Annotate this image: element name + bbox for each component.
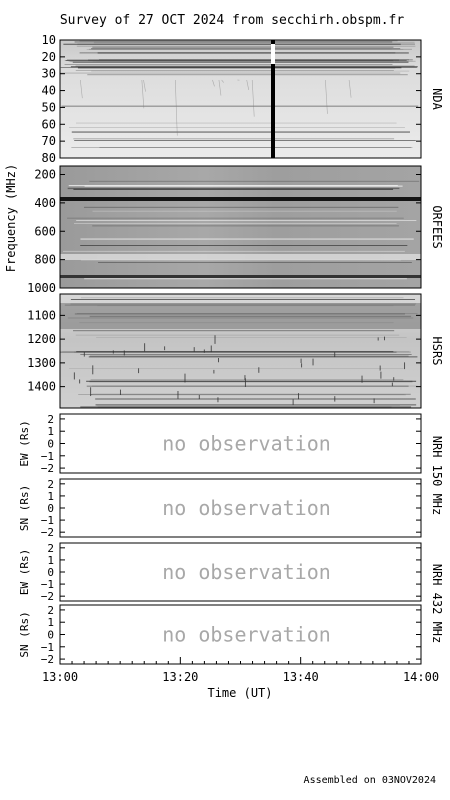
burst-streak	[348, 79, 352, 98]
y-tick-label: 1100	[27, 308, 56, 322]
y-tick-label: 0	[47, 566, 54, 579]
nrh-frequency-label: NRH 150 MHz	[430, 436, 444, 515]
y-tick-label: −2	[41, 526, 54, 539]
y-tick-label: 1200	[27, 332, 56, 346]
y-tick-label: 30	[42, 67, 56, 81]
y-tick-label: −1	[41, 641, 54, 654]
burst-streak	[218, 79, 222, 96]
panel-nda: 10 20 30 40 50 60 70 80 NDA	[42, 33, 444, 165]
panel-background	[60, 166, 421, 288]
x-tick-label: 14:00	[403, 670, 439, 684]
y-tick-label: −2	[41, 462, 54, 475]
panel-hsrs: 1100 1200 1300 1400 HSRS	[27, 293, 444, 409]
y-tick-label: 2	[47, 413, 54, 426]
burst-streak	[212, 79, 215, 87]
panel-frame	[59, 413, 422, 474]
y-tick-label: 800	[34, 253, 56, 267]
nrh-frequency-label: NRH 432 MHz	[430, 564, 444, 643]
y-tick-label: 20	[42, 50, 56, 64]
y-tick-label: 50	[42, 100, 56, 114]
no-observation-message: no observation	[162, 496, 331, 520]
y-tick-label: 1400	[27, 380, 56, 394]
y-tick-label: 40	[42, 84, 56, 98]
burst-streak	[246, 79, 250, 90]
y-tick-label: 200	[34, 168, 56, 182]
nrh-panel: no observation 210−1−2 EW (Rs)	[18, 413, 422, 475]
nrh-panel: no observation 210−1−2 EW (Rs)	[18, 542, 422, 603]
burst-streak	[251, 79, 255, 117]
panel-frame	[59, 478, 422, 538]
panel-frame	[59, 604, 422, 665]
y-axis-label: SN (Rs)	[18, 611, 31, 657]
y-tick-label: 1	[47, 425, 54, 438]
noisy-band	[60, 303, 421, 329]
burst-streak	[143, 79, 146, 92]
instrument-label: HSRS	[430, 337, 444, 366]
y-tick-label: 0	[47, 502, 54, 515]
y-tick-label: −1	[41, 514, 54, 527]
y-tick-label: −1	[41, 450, 54, 463]
burst-streak	[141, 79, 145, 109]
nrh-panel: no observation 210−1−2 SN (Rs)	[18, 478, 422, 539]
y-tick-label: 2	[47, 604, 54, 617]
y-axis-label: EW (Rs)	[18, 549, 31, 595]
panel-frame	[59, 39, 422, 159]
assembled-footer: Assembled on 03NOV2024	[304, 775, 436, 786]
burst-gap	[271, 44, 275, 64]
x-tick-label: 13:40	[283, 670, 319, 684]
panel-frame	[59, 542, 422, 602]
light-band	[60, 254, 421, 260]
dark-band	[60, 197, 421, 201]
y-tick-label: 2	[47, 542, 54, 555]
radio-burst-line	[271, 40, 275, 158]
no-observation-message: no observation	[162, 623, 331, 647]
panel-orfees: 200 400 600 800 1000 ORFEES	[27, 165, 444, 295]
no-observation-message: no observation	[162, 560, 331, 584]
frequency-axis-label: Frequency (MHz)	[4, 164, 18, 272]
panel-frame	[59, 165, 422, 289]
x-tick-label: 13:20	[162, 670, 198, 684]
y-tick-label: 0	[47, 438, 54, 451]
x-tick-label: 13:00	[42, 670, 78, 684]
y-tick-label: −2	[41, 653, 54, 666]
spectrogram-panels: 10 20 30 40 50 60 70 80 NDA 200 400 600 800 1000 ORFEE…	[27, 33, 444, 409]
y-axis-label: SN (Rs)	[18, 485, 31, 531]
y-tick-label: 1	[47, 490, 54, 503]
y-tick-label: 600	[34, 224, 56, 238]
nrh-panel: no observation 210−1−2 SN (Rs)	[18, 604, 422, 666]
y-tick-label: 1300	[27, 356, 56, 370]
y-tick-label: 0	[47, 629, 54, 642]
instrument-label: ORFEES	[430, 205, 444, 248]
y-tick-label: 1	[47, 554, 54, 567]
time-axis: 13:00 13:20 13:40 14:00	[42, 657, 439, 684]
burst-streak	[80, 79, 83, 99]
y-tick-label: 1	[47, 616, 54, 629]
burst-streak	[221, 79, 224, 83]
y-tick-label: 60	[42, 117, 56, 131]
burst-streak	[174, 79, 178, 136]
burst-streak	[325, 79, 328, 114]
y-tick-label: −2	[41, 590, 54, 603]
no-observation-message: no observation	[162, 432, 331, 456]
dark-band	[60, 275, 421, 278]
y-tick-label: 70	[42, 134, 56, 148]
panel-frame	[59, 293, 422, 409]
y-tick-label: 1000	[27, 281, 56, 295]
figure-title: Survey of 27 OCT 2024 from secchirh.obsp…	[60, 13, 405, 28]
y-tick-label: −1	[41, 578, 54, 591]
time-axis-label: Time (UT)	[207, 686, 272, 700]
y-tick-label: 80	[42, 151, 56, 165]
instrument-label: NDA	[430, 88, 444, 110]
y-tick-label: 2	[47, 478, 54, 491]
y-axis-label: EW (Rs)	[18, 420, 31, 466]
y-tick-label: 10	[42, 33, 56, 47]
y-tick-label: 400	[34, 196, 56, 210]
